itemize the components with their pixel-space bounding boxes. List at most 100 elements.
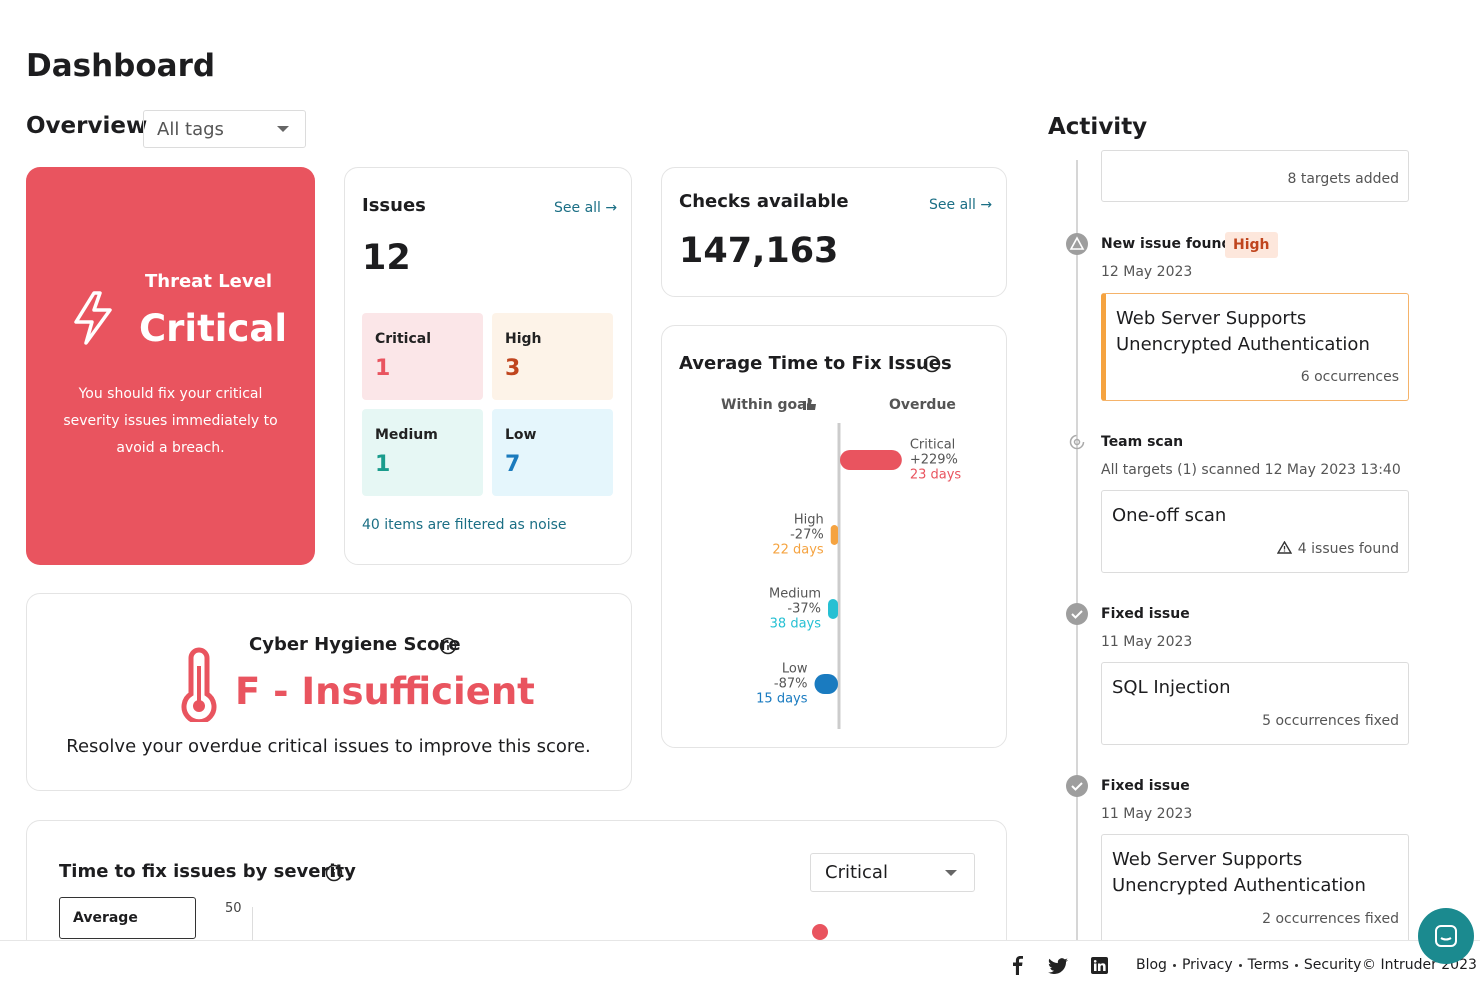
fix-time-card: Average Time to Fix Issues Within goal O…: [661, 325, 1007, 748]
activity-card[interactable]: 8 targets added: [1101, 150, 1409, 202]
facebook-icon[interactable]: [1010, 956, 1024, 975]
timeline: [1076, 160, 1078, 940]
link-text: See all: [929, 197, 976, 213]
tile-label: Low: [505, 427, 537, 443]
dropdown-caret: [277, 126, 289, 132]
section-title: Activity: [1048, 114, 1148, 140]
check-icon: [1066, 603, 1088, 625]
bar: [830, 525, 838, 545]
severity-label: Critical: [910, 438, 955, 453]
info-icon[interactable]: [439, 637, 457, 655]
severity-label: Low: [782, 662, 808, 677]
see-all-link[interactable]: See all →: [929, 197, 993, 213]
activity-detail: All targets (1) scanned 12 May 2023 13:4…: [1101, 462, 1401, 478]
card-title: One-off scan: [1112, 505, 1227, 526]
data-point: [812, 924, 828, 940]
twitter-icon[interactable]: [1048, 958, 1068, 974]
days-label: 23 days: [910, 468, 962, 483]
link-text: See all: [554, 200, 601, 216]
activity-card[interactable]: Web Server Supports Unencrypted Authenti…: [1101, 293, 1409, 401]
footer: Blog Privacy Terms Security © Intruder 2023: [0, 940, 1480, 987]
tag-dropdown[interactable]: All tags: [143, 110, 306, 148]
chat-icon: [1435, 925, 1457, 947]
info-icon[interactable]: [923, 355, 941, 373]
see-all-link[interactable]: See all →: [554, 200, 618, 216]
card-meta: 2 occurrences fixed: [1262, 911, 1399, 927]
tile-count: 1: [375, 452, 391, 477]
linkedin-icon[interactable]: [1091, 957, 1108, 974]
column-header: Within goal: [721, 397, 811, 413]
card-meta-group: 4 issues found: [1276, 540, 1399, 557]
activity-detail: 12 May 2023: [1101, 264, 1193, 280]
days-label: 15 days: [756, 692, 808, 707]
card-title: SQL Injection: [1112, 677, 1231, 698]
dropdown-value: All tags: [157, 119, 224, 140]
days-label: 38 days: [770, 617, 822, 632]
tile-count: 3: [505, 356, 521, 381]
scan-icon: [1069, 434, 1085, 450]
info-icon[interactable]: [325, 864, 343, 882]
footer-link[interactable]: Blog: [1136, 957, 1167, 973]
bar: [828, 599, 838, 619]
warning-icon: [1066, 233, 1088, 255]
tile-count: 1: [375, 356, 391, 381]
bar: [840, 450, 902, 470]
activity-card[interactable]: One-off scan 4 issues found: [1101, 490, 1409, 573]
hygiene-card: Cyber Hygiene Score F - Insufficient Res…: [26, 593, 632, 791]
section-title: Overview: [26, 113, 148, 139]
activity-detail: 11 May 2023: [1101, 806, 1193, 822]
severity-label: High: [794, 513, 824, 528]
footer-link[interactable]: Terms: [1247, 957, 1289, 973]
threat-label: Threat Level: [145, 271, 272, 292]
lightning-icon: [74, 291, 112, 345]
tile-count: 7: [505, 452, 521, 477]
tile-label: Critical: [375, 331, 432, 347]
card-title: Time to fix issues by severity: [59, 861, 356, 882]
severity-chart-card: Time to fix issues by severity Critical …: [26, 820, 1007, 940]
checks-total: 147,163: [679, 231, 839, 271]
activity-event: New issue found: [1101, 236, 1232, 252]
threat-level: Critical: [139, 307, 288, 350]
chat-button[interactable]: [1418, 908, 1474, 964]
card-meta: 8 targets added: [1287, 171, 1399, 187]
main-content: Dashboard Overview All tags Threat Level…: [26, 48, 1409, 940]
card-title: Issues: [362, 195, 426, 216]
tile-label: Medium: [375, 427, 438, 443]
activity-card[interactable]: SQL Injection 5 occurrences fixed: [1101, 662, 1409, 745]
dropdown-caret: [945, 870, 957, 876]
footer-link[interactable]: Security: [1303, 957, 1362, 973]
severity-tile[interactable]: Critical 1: [362, 313, 483, 400]
severity-tile[interactable]: High 3: [492, 313, 613, 400]
fix-time-chart: Within goal Overdue Critical+229%23 days…: [721, 397, 962, 729]
card-meta: 6 occurrences: [1300, 369, 1399, 385]
checks-card: Checks available See all → 147,163: [661, 167, 1007, 297]
hygiene-message: Resolve your overdue critical issues to …: [66, 736, 591, 757]
change-label: +229%: [910, 453, 958, 468]
severity-label: Medium: [769, 587, 821, 602]
tab-average[interactable]: Average: [59, 897, 196, 939]
separator: [1238, 963, 1242, 967]
bar: [814, 674, 838, 694]
severity-tile[interactable]: Low 7: [492, 409, 613, 496]
card-title: Checks available: [679, 191, 849, 212]
noise-note[interactable]: 40 items are filtered as noise: [362, 517, 567, 533]
y-tick-label: 50: [225, 901, 242, 916]
thumb-icon: [803, 399, 816, 410]
card-title: Average Time to Fix Issues: [679, 353, 952, 374]
card-title: Web Server Supports Unencrypted Authenti…: [1116, 308, 1370, 355]
days-label: 22 days: [772, 543, 824, 558]
severity-tile[interactable]: Medium 1: [362, 409, 483, 496]
activity-event: Team scan: [1101, 434, 1184, 450]
separator: [1172, 963, 1176, 967]
activity-event: Fixed issue: [1101, 778, 1190, 794]
y-axis: [252, 907, 253, 940]
warning-icon: [1276, 540, 1293, 554]
threat-card: Threat Level Critical You should fix you…: [26, 167, 315, 565]
card-title: Web Server Supports Unencrypted Authenti…: [1112, 849, 1366, 896]
footer-link[interactable]: Privacy: [1181, 957, 1233, 973]
activity-card[interactable]: Web Server Supports Unencrypted Authenti…: [1101, 834, 1409, 940]
severity-dropdown[interactable]: Critical: [810, 853, 975, 892]
card-title: Cyber Hygiene Score: [249, 634, 461, 655]
change-label: -87%: [774, 677, 808, 692]
